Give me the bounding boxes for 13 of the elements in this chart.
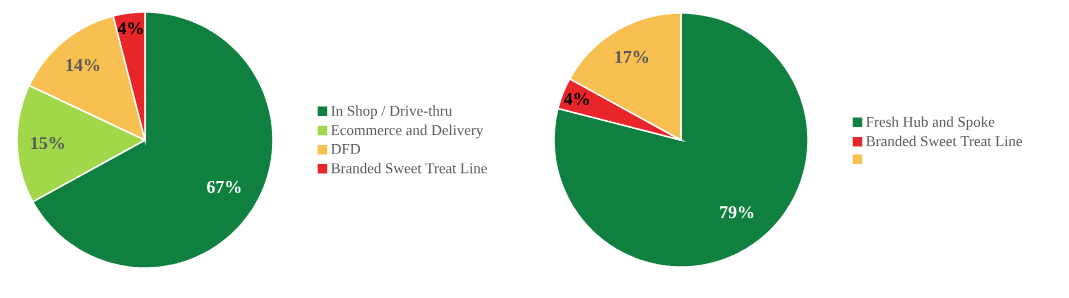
data-label: 79% bbox=[720, 206, 754, 219]
data-label: 4% bbox=[117, 22, 143, 35]
data-label: 17% bbox=[615, 50, 649, 63]
legend-label: In Shop / Drive-thru bbox=[331, 105, 453, 119]
legend-label: Fresh Hub and Spoke bbox=[866, 116, 995, 130]
data-label: 15% bbox=[31, 136, 65, 150]
legend-label: Branded Sweet Treat Line bbox=[331, 162, 487, 174]
legend-label: Branded Sweet Treat Line bbox=[866, 135, 1022, 147]
data-label: 67% bbox=[207, 180, 241, 193]
data-label: 4% bbox=[563, 92, 589, 105]
legend-label: DFD bbox=[331, 144, 360, 154]
data-label: 14% bbox=[66, 58, 100, 72]
legend-label: Ecommerce and Delivery bbox=[331, 124, 484, 139]
